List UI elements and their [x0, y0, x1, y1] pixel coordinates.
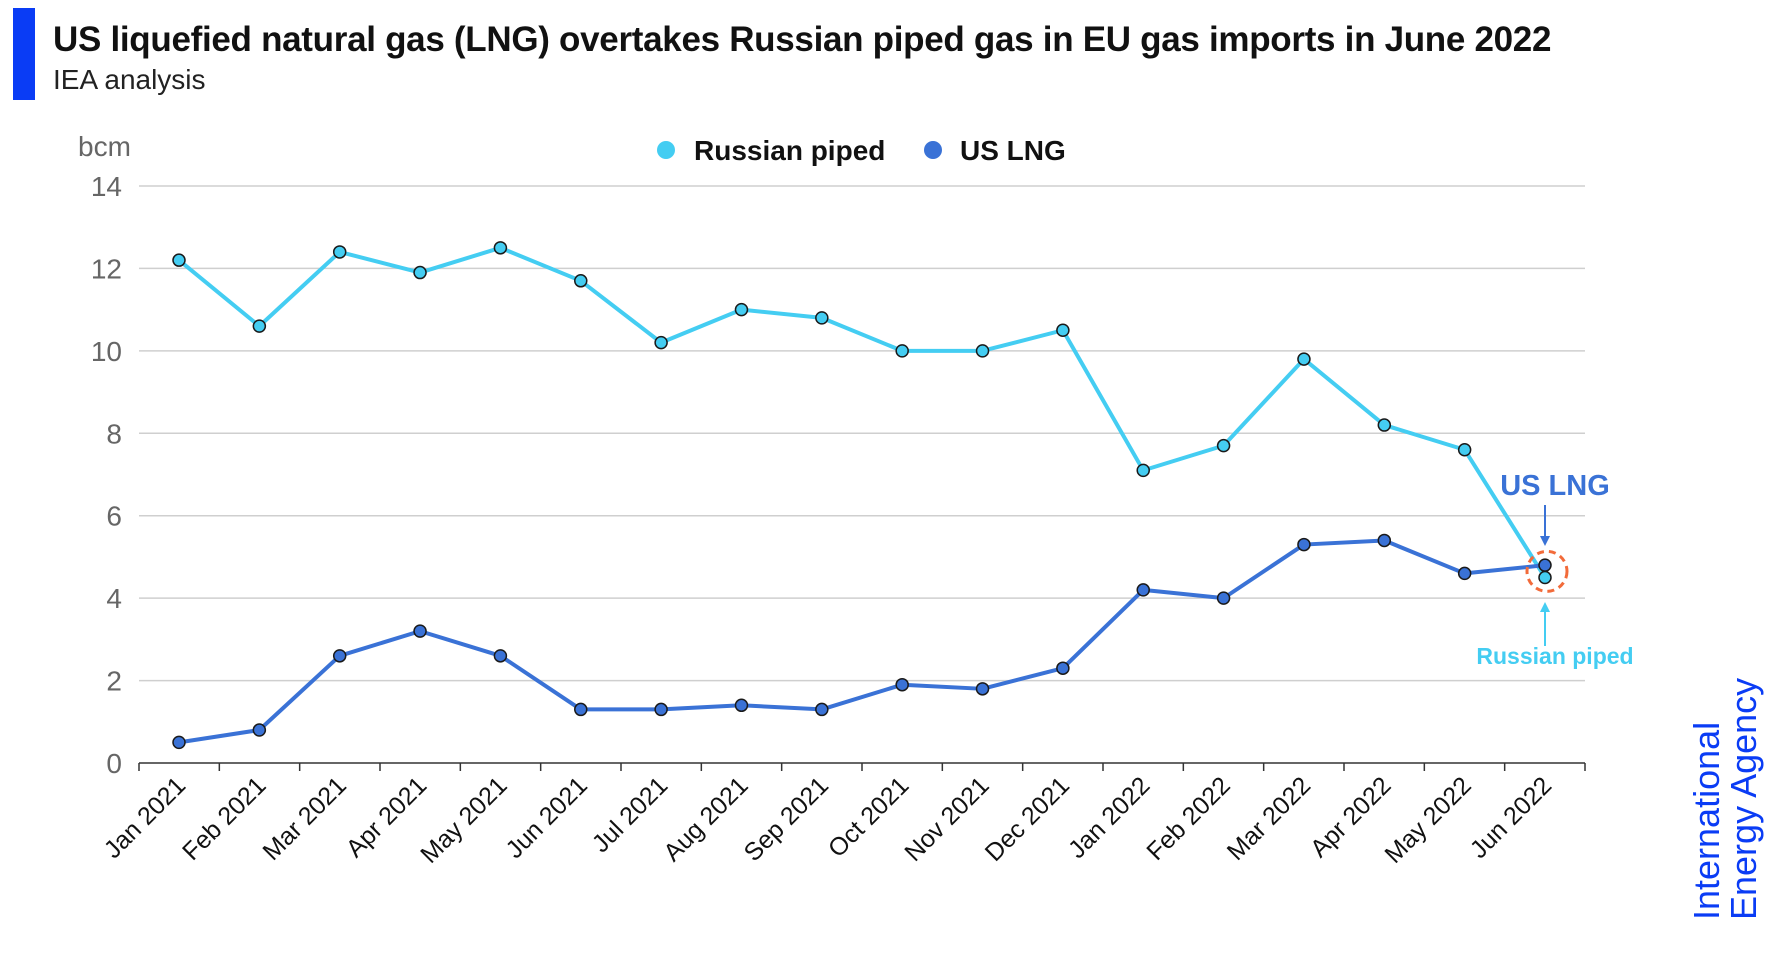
- x-tick-label: Sep 2021: [739, 771, 834, 866]
- x-tick-label: Jan 2022: [1063, 771, 1156, 864]
- annotation-russian-piped: Russian piped: [1476, 643, 1633, 669]
- x-tick-label: Jan 2021: [99, 771, 192, 864]
- data-point-us-lng: [172, 735, 186, 750]
- data-point-us-lng: [975, 682, 990, 696]
- x-tick-label: Mar 2021: [257, 771, 351, 865]
- data-point-russian-piped: [413, 265, 427, 280]
- series-line-us-lng: [178, 538, 1546, 745]
- iea-logo: International Energy Agency: [1686, 677, 1764, 920]
- data-point-us-lng: [1216, 591, 1231, 605]
- x-tick-label: May 2022: [1379, 771, 1476, 868]
- data-point-russian-piped: [1538, 570, 1552, 585]
- y-tick-label: 10: [91, 336, 122, 367]
- x-tick-label: Aug 2021: [658, 771, 753, 866]
- y-tick-label: 14: [91, 171, 122, 202]
- data-point-russian-piped: [332, 245, 347, 259]
- annotation-us-lng: US LNG: [1500, 470, 1610, 502]
- y-tick-label: 4: [106, 583, 122, 614]
- highlight-circle: [1525, 549, 1569, 593]
- data-point-russian-piped: [1457, 443, 1472, 457]
- data-point-us-lng: [1136, 583, 1150, 597]
- data-point-russian-piped: [252, 319, 267, 333]
- data-point-russian-piped: [574, 274, 588, 288]
- data-point-us-lng: [332, 649, 347, 663]
- y-tick-label: 2: [106, 666, 122, 697]
- series-line-russian-piped: [177, 245, 1547, 579]
- accent-bar: [13, 8, 35, 100]
- arrowhead-icon: [1540, 602, 1550, 612]
- data-point-russian-piped: [1136, 463, 1150, 478]
- data-point-russian-piped: [493, 241, 508, 255]
- data-point-russian-piped: [172, 253, 186, 267]
- chart-subtitle: IEA analysis: [53, 64, 206, 95]
- arrowhead-icon: [1540, 536, 1550, 546]
- legend-marker-russian-piped: [657, 141, 675, 159]
- data-point-russian-piped: [815, 311, 829, 325]
- x-tick-label: Dec 2021: [980, 771, 1075, 866]
- x-tick-label: May 2021: [415, 771, 512, 868]
- logo-line-1: International: [1686, 721, 1727, 920]
- data-point-us-lng: [1297, 537, 1311, 552]
- data-point-us-lng: [815, 702, 829, 717]
- x-tick-label: Mar 2022: [1222, 771, 1316, 865]
- chart-title: US liquefied natural gas (LNG) overtakes…: [53, 20, 1552, 59]
- data-point-russian-piped: [1297, 352, 1311, 366]
- data-point-us-lng: [574, 702, 588, 717]
- x-tick-label: Feb 2021: [177, 771, 271, 865]
- data-point-us-lng: [413, 624, 427, 638]
- legend-marker-us-lng: [924, 141, 942, 159]
- x-tick-label: Jun 2022: [1465, 771, 1558, 864]
- logo-line-2: Energy Agency: [1723, 677, 1764, 920]
- data-point-us-lng: [1538, 558, 1552, 572]
- legend-label-russian-piped: Russian piped: [694, 135, 885, 166]
- data-point-russian-piped: [1216, 438, 1231, 453]
- data-point-us-lng: [493, 649, 508, 663]
- data-point-russian-piped: [734, 302, 749, 317]
- legend-label-us-lng: US LNG: [960, 135, 1066, 166]
- data-point-us-lng: [1457, 566, 1472, 581]
- data-point-russian-piped: [895, 344, 909, 358]
- data-point-us-lng: [654, 702, 668, 717]
- y-tick-label: 0: [106, 748, 122, 779]
- data-point-us-lng: [734, 698, 749, 713]
- x-tick-label: Feb 2022: [1141, 771, 1235, 865]
- data-point-russian-piped: [975, 344, 990, 358]
- y-tick-label: 8: [106, 418, 122, 449]
- data-point-us-lng: [1056, 661, 1070, 675]
- data-point-us-lng: [895, 677, 909, 692]
- legend: Russian piped US LNG: [657, 135, 1066, 166]
- y-tick-label: 12: [91, 253, 122, 284]
- data-point-us-lng: [1377, 533, 1392, 548]
- data-point-russian-piped: [1056, 323, 1070, 337]
- data-point-us-lng: [252, 723, 267, 737]
- x-tick-label: Nov 2021: [899, 771, 994, 866]
- y-tick-label: 6: [106, 501, 122, 532]
- x-tick-label: Jun 2021: [500, 771, 593, 864]
- y-axis-label: bcm: [78, 131, 131, 162]
- data-point-russian-piped: [1377, 418, 1392, 432]
- data-point-russian-piped: [654, 335, 668, 350]
